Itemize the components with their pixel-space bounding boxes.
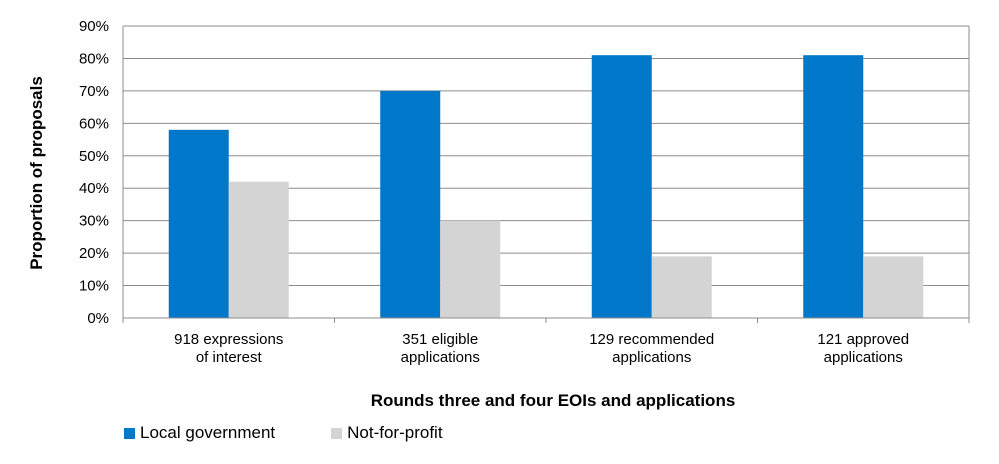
bars xyxy=(168,55,924,318)
y-tick-label: 90% xyxy=(79,18,109,35)
y-axis-title: Proportion of proposals xyxy=(27,76,46,270)
legend-item-not-for-profit: Not-for-profit xyxy=(331,423,443,443)
x-category-label: 351 eligible applications xyxy=(401,331,480,366)
y-tick-label: 60% xyxy=(79,115,109,132)
legend: Local government Not-for-profit xyxy=(124,423,499,443)
legend-swatch-local-government xyxy=(124,427,135,439)
legend-label-local-government: Local government xyxy=(140,423,276,442)
bar-not-for-profit-3 xyxy=(863,256,924,318)
bar-not-for-profit-2 xyxy=(651,256,712,318)
y-tick-label: 30% xyxy=(79,213,109,230)
bar-local-government-3 xyxy=(803,55,864,318)
y-tick-label: 70% xyxy=(79,83,109,100)
x-axis-title: Rounds three and four EOIs and applicati… xyxy=(371,391,736,410)
bar-local-government-1 xyxy=(380,90,441,318)
y-tick-label: 0% xyxy=(87,310,109,327)
x-category-label: 121 approved applications xyxy=(817,331,909,366)
x-axis xyxy=(122,317,970,323)
y-axis-tick-labels: 0% 10% 20% 30% 40% 50% 60% 70% 80% 90% xyxy=(79,18,109,327)
y-tick-label: 80% xyxy=(79,50,109,67)
y-tick-label: 10% xyxy=(79,278,109,295)
x-axis-category-labels: 918 expressions of interest 351 eligible ap… xyxy=(174,331,909,366)
y-tick-label: 50% xyxy=(79,148,109,165)
legend-swatch-not-for-profit xyxy=(331,427,343,439)
x-category-label: 129 recommended applications xyxy=(589,331,714,366)
bar-local-government-2 xyxy=(591,55,652,318)
bar-not-for-profit-0 xyxy=(228,181,289,318)
legend-item-local-government: Local government xyxy=(124,423,275,443)
bar-not-for-profit-1 xyxy=(440,220,501,318)
bar-local-government-0 xyxy=(168,129,229,318)
x-category-label: 918 expressions of interest xyxy=(174,331,283,366)
y-tick-label: 40% xyxy=(79,180,109,197)
y-tick-label: 20% xyxy=(79,245,109,262)
legend-label-not-for-profit: Not-for-profit xyxy=(347,423,443,442)
